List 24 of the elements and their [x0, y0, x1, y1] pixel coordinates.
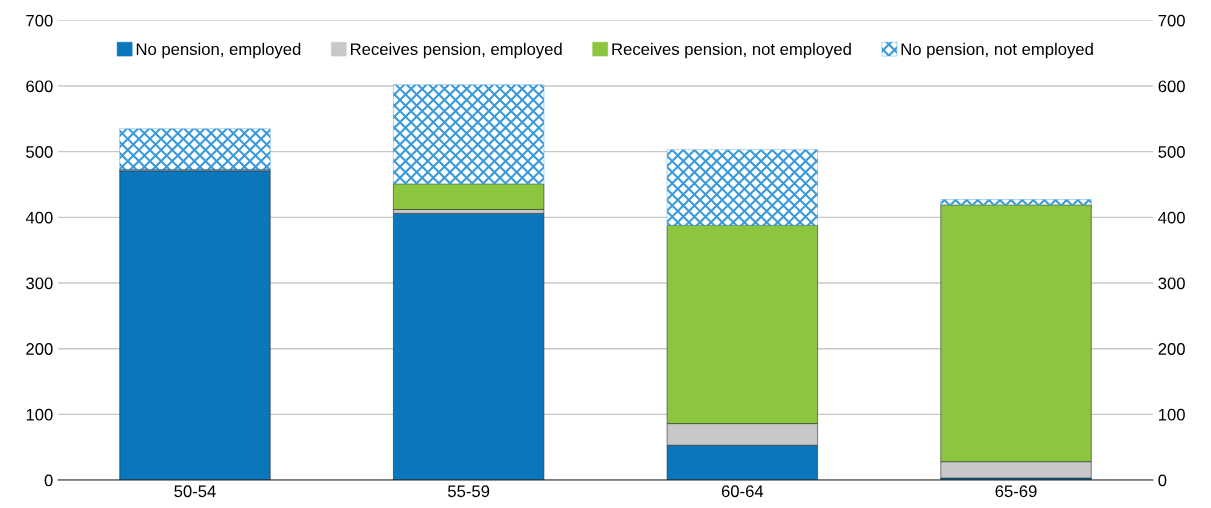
- y-tick-label: 400: [25, 211, 53, 224]
- legend-label: Receives pension, employed: [351, 42, 562, 59]
- x-tick-label: 55-59: [448, 485, 490, 498]
- y-tick-label: 300: [26, 277, 53, 290]
- x-tick-label: 60-64: [721, 485, 764, 498]
- y2-tick-label: 600: [1158, 80, 1185, 93]
- y-tick-label: 500: [26, 146, 53, 158]
- y-tick-label: 0: [44, 474, 53, 487]
- y2-tick-label: 400: [1158, 211, 1185, 224]
- y-tick-label: 200: [26, 343, 53, 355]
- x-tick-label: 65-69: [995, 485, 1037, 498]
- legend-label: No pension, not employed: [901, 42, 1093, 59]
- legend-label: No pension, employed: [136, 42, 301, 59]
- y2-tick-label: 100: [1159, 408, 1185, 421]
- y-tick-label: 600: [26, 80, 53, 93]
- y-tick-label: 100: [26, 408, 53, 421]
- y2-tick-label: 0: [1158, 474, 1167, 487]
- x-tick-label: 50-54: [174, 485, 216, 498]
- y-tick-label: 700: [26, 14, 53, 27]
- y2-tick-label: 300: [1158, 277, 1185, 290]
- y2-tick-label: 200: [1158, 343, 1185, 355]
- y2-tick-label: 700: [1158, 14, 1185, 27]
- legend-label: Receives pension, not employed: [612, 42, 851, 59]
- y2-tick-label: 500: [1158, 146, 1185, 158]
